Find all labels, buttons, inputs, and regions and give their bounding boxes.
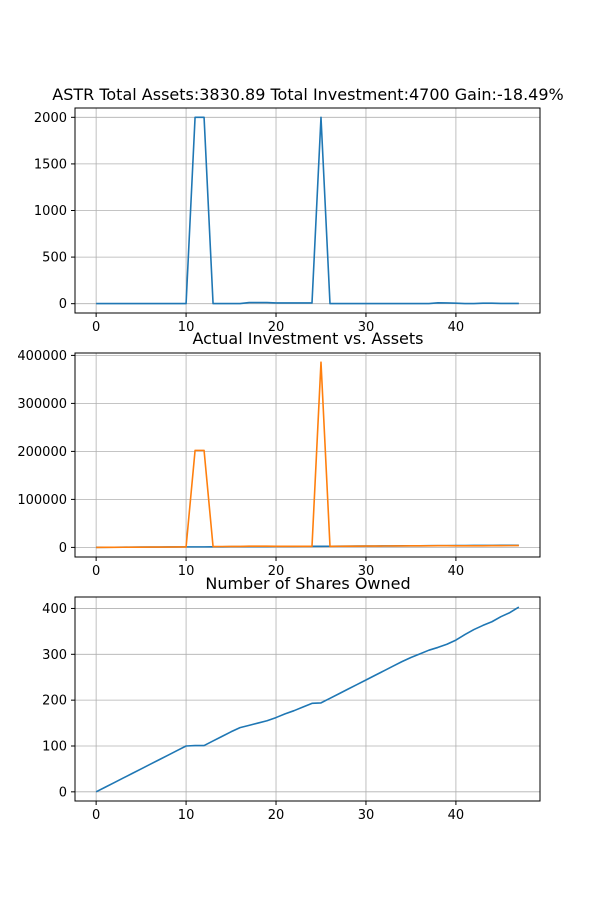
y-tick-label: 500 [42,251,67,266]
y-tick-label: 1500 [34,157,67,172]
grid [75,597,540,801]
chart-title: ASTR Total Assets:3830.89 Total Investme… [52,85,563,104]
chart-shares-owned: Number of Shares Owned 0 10 20 30 4001002003… [42,574,541,823]
series-line-1 [96,116,519,305]
x-tick-label: 30 [358,564,375,579]
chart-title: Actual Investment vs. Assets [193,329,424,348]
series-line-1 [95,606,520,793]
y-tick-label: 2000 [34,111,67,126]
x-tick-label: 40 [448,564,465,579]
chart-title: Number of Shares Owned [205,574,410,593]
x-tick-label: 40 [448,808,465,823]
x-tick-label: 0 [92,320,100,335]
y-tick-label: 300000 [17,397,67,412]
y-tick-label: 0 [59,541,67,556]
x-tick-label: 20 [268,808,285,823]
y-tick-label: 300 [42,648,67,663]
x-tick-label: 10 [178,320,195,335]
y-tick-label: 200 [42,694,67,709]
grid [75,353,540,557]
x-tick-label: 40 [448,320,465,335]
chart-assets: ASTR Total Assets:3830.89 Total Investme… [34,85,564,335]
x-tick-label: 30 [358,808,375,823]
series-line-2 [96,361,519,549]
x-tick-label: 20 [268,564,285,579]
plot-frame [74,352,541,558]
y-tick-label: 100 [42,739,67,754]
y-tick-label: 400 [42,602,67,617]
x-tick-label: 20 [268,320,285,335]
y-tick-label: 0 [59,297,67,312]
x-tick-label: 0 [92,808,100,823]
y-tick-label: 400000 [17,349,67,364]
plot-frame [74,596,541,802]
chart-investment-vs-assets: Actual Investment vs. Assets 0 10 20 30 40 0 1… [17,329,541,579]
x-tick-label: 10 [178,808,195,823]
y-tick-label: 1000 [34,204,67,219]
y-tick-label: 0 [59,785,67,800]
grid [75,108,540,313]
y-tick-label: 100000 [17,493,67,508]
x-tick-label: 30 [358,320,375,335]
x-tick-label: 0 [92,564,100,579]
y-tick-label: 200000 [17,445,67,460]
x-tick-label: 10 [178,564,195,579]
